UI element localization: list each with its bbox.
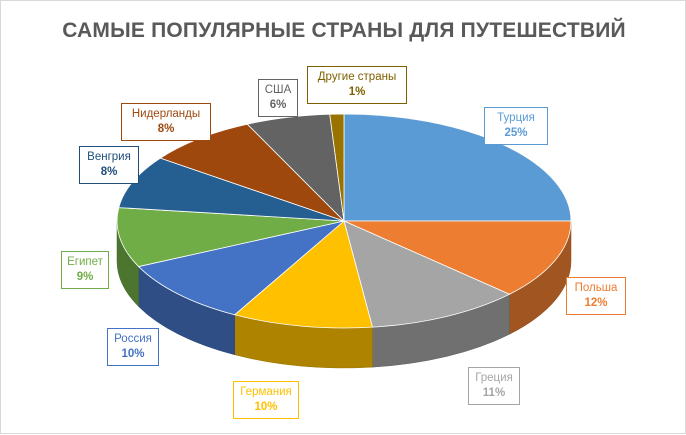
pie-slice-1 <box>343 220 572 295</box>
data-label-egypt: Египет 9% <box>61 251 109 289</box>
data-label-netherlands: Нидерланды 8% <box>121 103 211 141</box>
category-label: Нидерланды <box>131 108 201 120</box>
category-label: Турция <box>497 112 535 124</box>
pie-slice-9 <box>329 113 345 222</box>
data-label-poland: Польша 12% <box>566 277 626 315</box>
pie-slice-5 <box>116 207 345 267</box>
category-label: Египет <box>67 256 103 268</box>
data-label-greece: Греция 11% <box>468 367 520 405</box>
chart-title: САМЫЕ ПОПУЛЯРНЫЕ СТРАНЫ ДЛЯ ПУТЕШЕСТВИЙ <box>62 19 626 42</box>
value-label: 8% <box>157 123 175 135</box>
pie-slice-0 <box>343 113 572 222</box>
category-label: Другие страны <box>317 71 397 83</box>
pie-slice-3 <box>233 220 373 329</box>
data-label-germany: Германия 10% <box>233 381 299 419</box>
pie-tops <box>116 113 572 329</box>
value-label: 10% <box>254 401 278 413</box>
data-label-hungary: Венгрия 8% <box>79 146 139 184</box>
category-label: Греция <box>475 372 513 384</box>
value-label: 9% <box>76 271 94 283</box>
data-label-russia: Россия 10% <box>107 328 159 366</box>
pie-slice-4 <box>137 220 345 316</box>
value-label: 12% <box>584 297 608 309</box>
pie-slice-2 <box>343 220 511 328</box>
value-label: 1% <box>348 86 366 98</box>
category-label: Венгрия <box>87 151 131 163</box>
value-label: 10% <box>121 348 145 360</box>
value-label: 8% <box>100 166 118 178</box>
category-label: Россия <box>114 333 152 345</box>
category-label: Польша <box>574 282 618 294</box>
data-label-turkey: Турция 25% <box>484 107 548 145</box>
value-label: 25% <box>504 127 528 139</box>
category-label: Германия <box>240 386 292 398</box>
data-label-usa: США 6% <box>258 79 298 117</box>
data-label-other: Другие страны 1% <box>307 66 407 104</box>
category-label: США <box>264 84 292 96</box>
value-label: 6% <box>269 99 287 111</box>
value-label: 11% <box>482 387 506 399</box>
